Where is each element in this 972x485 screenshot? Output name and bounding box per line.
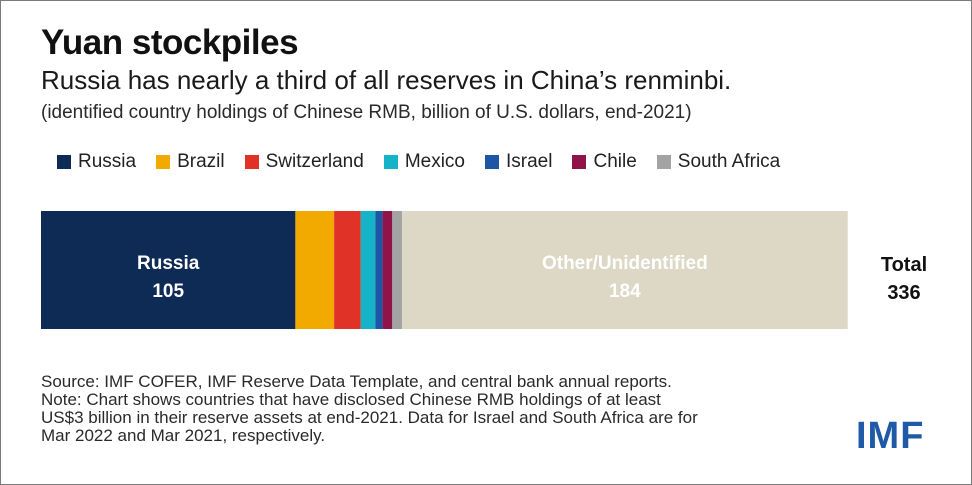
- legend-item: Chile: [572, 151, 637, 173]
- bar-segment-other-unidentified: [401, 211, 848, 329]
- legend-label: Brazil: [177, 151, 225, 172]
- legend: Russia Brazil Switzerland Mexico Israel Chile…: [57, 151, 800, 173]
- legend-item: South Africa: [656, 151, 781, 173]
- legend-swatch: [656, 155, 671, 169]
- legend-label: Israel: [506, 151, 553, 172]
- legend-swatch: [485, 155, 499, 169]
- source-line: Note: Chart shows countries that have di…: [41, 390, 661, 409]
- legend-item: Israel: [485, 151, 552, 173]
- legend-label: Russia: [78, 151, 137, 172]
- legend-swatch: [244, 155, 259, 169]
- legend-swatch: [383, 155, 398, 169]
- source-line: Source: IMF COFER, IMF Reserve Data Temp…: [41, 372, 672, 391]
- segment-value-label: 184: [609, 281, 641, 302]
- source-note: Source: IMF COFER, IMF Reserve Data Temp…: [41, 373, 831, 445]
- legend-item: Russia: [57, 151, 136, 173]
- legend-label: Chile: [593, 151, 637, 172]
- legend-label: Mexico: [404, 151, 465, 172]
- segment-label: Russia: [137, 253, 200, 274]
- legend-swatch: [572, 155, 587, 169]
- source-line: US$3 billion in their reserve assets at …: [41, 408, 698, 427]
- chart-units-note: (identified country holdings of Chinese …: [41, 102, 692, 123]
- chart-subtitle: Russia has nearly a third of all reserve…: [41, 65, 732, 95]
- bar-segment-chile: [382, 211, 393, 329]
- source-line: Mar 2022 and Mar 2021, respectively.: [41, 426, 326, 445]
- legend-item: Switzerland: [244, 151, 364, 173]
- legend-swatch: [57, 155, 71, 169]
- legend-swatch: [156, 155, 171, 169]
- total-value: 336: [887, 282, 920, 304]
- chart-title: Yuan stockpiles: [41, 23, 299, 62]
- legend-label: Switzerland: [265, 151, 364, 172]
- bar-segment-russia: [41, 211, 296, 329]
- segment-value-label: 105: [152, 281, 184, 302]
- total-label: Total: [881, 254, 927, 276]
- bar-segment-south-africa: [392, 211, 402, 329]
- imf-logo: IMF: [856, 415, 925, 457]
- bar-segment-mexico: [360, 211, 376, 329]
- bar-segment-brazil: [295, 211, 335, 329]
- segment-label: Other/Unidentified: [542, 253, 708, 274]
- legend-item: Mexico: [383, 151, 465, 173]
- legend-item: Brazil: [156, 151, 225, 173]
- bar-segment-israel: [375, 211, 383, 329]
- legend-label: South Africa: [677, 151, 781, 172]
- bar-segment-switzerland: [334, 211, 361, 329]
